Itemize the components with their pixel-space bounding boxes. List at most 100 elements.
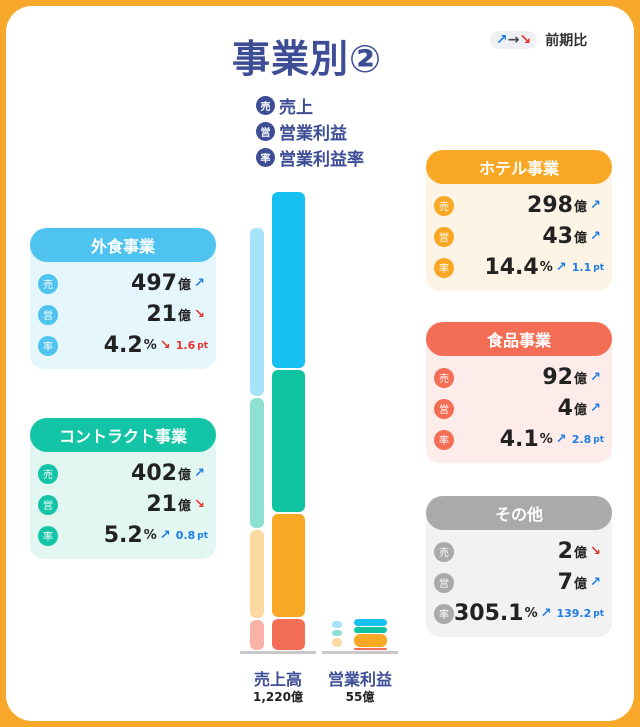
profit-value: 4 — [557, 396, 573, 421]
sales-row: 売 298 億 ↗ — [426, 190, 612, 221]
rate-delta: 1.6 — [175, 339, 196, 352]
profit-badge-icon: 営 — [434, 226, 454, 247]
sales-value: 2 — [557, 539, 573, 564]
rate-value: 5.2 — [103, 523, 143, 548]
trend-up-icon: ↗ — [590, 401, 601, 416]
comparison-legend: ↗→↘ 前期比 — [490, 30, 587, 50]
profit-bar-hotel-shadow — [332, 638, 342, 647]
pt-unit: pt — [593, 608, 604, 619]
unit: 億 — [177, 309, 191, 324]
sales-bar-hotel — [272, 514, 305, 617]
legend-rate: 率営業利益率 — [256, 144, 364, 170]
unit: % — [524, 606, 538, 621]
sales-bar-gaishoku — [272, 192, 305, 368]
profit-total: 55億 — [345, 690, 375, 704]
rate-badge-icon: 率 — [38, 335, 58, 356]
sales-row: 売 402 億 ↗ — [30, 458, 216, 489]
rate-row: 率 4.1% ↗ 2.8 pt — [426, 424, 612, 455]
trend-up-icon: ↗ — [194, 276, 205, 291]
segment-card-other: その他 売 2 億 ↘ 営 7 億 ↗ 率 305.1% ↗ 139.2 pt — [426, 496, 612, 637]
sales-badge-icon: 売 — [434, 195, 454, 216]
sales-bar-contract — [272, 370, 305, 512]
sales-value: 402 — [131, 461, 177, 486]
unit: 億 — [573, 231, 587, 246]
unit: 億 — [573, 372, 587, 387]
profit-value: 21 — [146, 492, 177, 517]
trend-down-icon: ↘ — [159, 338, 171, 353]
unit: 億 — [177, 278, 191, 293]
sales-value: 497 — [131, 271, 177, 296]
profit-badge-icon: 営 — [38, 494, 58, 515]
rate-row: 率 305.1% ↗ 139.2 pt — [426, 598, 612, 629]
trend-arrows-icon: ↗→↘ — [490, 31, 538, 49]
rate-badge-icon: 率 — [434, 257, 454, 278]
segment-name: コントラクト事業 — [30, 418, 216, 452]
rate-value: 4.1 — [499, 427, 539, 452]
pt-unit: pt — [593, 262, 604, 273]
segment-name: 外食事業 — [30, 228, 216, 262]
rate-row: 率 5.2% ↗ 0.8 pt — [30, 520, 216, 551]
profit-badge-icon: 営 — [256, 121, 275, 141]
segment-name: 食品事業 — [426, 322, 612, 356]
unit: 億 — [573, 403, 587, 418]
profit-axis — [322, 651, 398, 654]
sales-row: 売 2 億 ↘ — [426, 536, 612, 567]
unit: 億 — [573, 577, 587, 592]
sales-badge-icon: 売 — [38, 463, 58, 484]
sales-badge-icon: 売 — [434, 541, 454, 562]
trend-down-icon: ↘ — [194, 307, 205, 322]
profit-badge-icon: 営 — [434, 398, 454, 419]
profit-row: 営 43 億 ↗ — [426, 221, 612, 252]
profit-bar-gaishoku-shadow — [332, 621, 342, 628]
legend-profit: 営営業利益 — [256, 118, 364, 144]
trend-up-icon: ↗ — [590, 370, 601, 385]
profit-bar-gaishoku — [354, 619, 387, 626]
rate-delta: 0.8 — [175, 529, 196, 542]
segment-card-gaishoku: 外食事業 売 497 億 ↗ 営 21 億 ↘ 率 4.2% ↘ 1.6 pt — [30, 228, 216, 369]
profit-badge-icon: 営 — [434, 572, 454, 593]
sales-badge-icon: 売 — [256, 95, 275, 115]
pt-unit: pt — [197, 340, 208, 351]
trend-down-icon: ↘ — [590, 544, 601, 559]
unit: 億 — [177, 468, 191, 483]
segment-card-food: 食品事業 売 92 億 ↗ 営 4 億 ↗ 率 4.1% ↗ 2.8 pt — [426, 322, 612, 463]
comparison-label: 前期比 — [545, 33, 588, 49]
trend-up-icon: ↗ — [590, 575, 601, 590]
rate-badge-icon: 率 — [38, 525, 58, 546]
segment-name: その他 — [426, 496, 612, 530]
sales-axis — [240, 651, 316, 654]
sales-value: 298 — [527, 193, 573, 218]
sales-row: 売 92 億 ↗ — [426, 362, 612, 393]
page-title: 事業別② — [232, 37, 383, 81]
profit-row: 営 21 億 ↘ — [30, 299, 216, 330]
sales-axis-label: 売上高 — [253, 670, 302, 689]
rate-badge-icon: 率 — [256, 147, 275, 167]
unit: 億 — [573, 546, 587, 561]
pt-unit: pt — [197, 530, 208, 541]
profit-bar-contract-shadow — [332, 630, 342, 636]
trend-up-icon: ↗ — [194, 466, 205, 481]
sales-bar-food — [272, 619, 305, 650]
unit: 億 — [177, 499, 191, 514]
legend-label: 営業利益率 — [279, 149, 364, 170]
profit-row: 営 7 億 ↗ — [426, 567, 612, 598]
trend-up-icon: ↗ — [590, 198, 601, 213]
trend-up-icon: ↗ — [159, 528, 171, 543]
profit-row: 営 21 億 ↘ — [30, 489, 216, 520]
sales-total: 1,220億 — [253, 690, 303, 704]
legend-sales: 売売上 — [256, 92, 364, 118]
legend-label: 売上 — [279, 97, 313, 118]
sales-badge-icon: 売 — [434, 367, 454, 388]
unit: % — [143, 338, 157, 353]
trend-up-icon: ↗ — [555, 260, 567, 275]
unit: % — [539, 260, 553, 275]
unit: 億 — [573, 200, 587, 215]
profit-bar-contract — [354, 627, 387, 633]
sales-bar-food-shadow — [250, 620, 264, 650]
unit: % — [539, 432, 553, 447]
rate-row: 率 4.2% ↘ 1.6 pt — [30, 330, 216, 361]
trend-up-icon: ↗ — [590, 229, 601, 244]
rate-value: 4.2 — [103, 333, 143, 358]
rate-delta: 139.2 — [556, 607, 592, 620]
rate-delta: 1.1 — [571, 261, 592, 274]
